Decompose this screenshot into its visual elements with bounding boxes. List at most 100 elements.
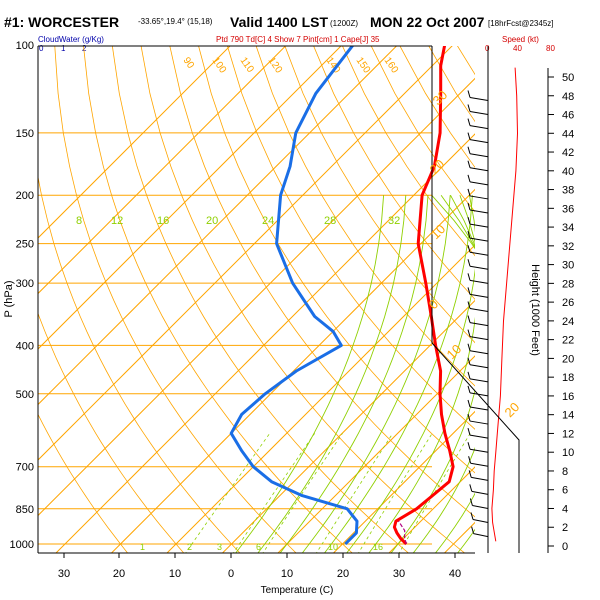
mixing-ratio-3 xyxy=(262,433,343,553)
wind-barb-flag xyxy=(467,231,471,239)
wind-barb xyxy=(469,237,489,242)
wind-barb xyxy=(469,209,489,214)
isotherm-10 xyxy=(332,410,475,553)
wind-barb-flag xyxy=(467,146,471,154)
height-tick-34: 34 xyxy=(562,222,574,234)
wind-barb xyxy=(469,406,489,411)
wind-barb xyxy=(469,378,489,383)
wind-barb-flag xyxy=(467,202,471,211)
isotherm--40 xyxy=(55,133,475,553)
isotherm--50 xyxy=(38,77,475,517)
series-parcel xyxy=(398,520,407,545)
moist-adiabat--4 xyxy=(257,195,407,553)
height-tick-4: 4 xyxy=(562,503,568,515)
wind-barb-flag xyxy=(467,132,471,140)
isotherm--30 xyxy=(110,188,475,553)
wetbulb-label-5: 20 xyxy=(502,399,523,420)
series-dewpoint xyxy=(229,46,359,546)
dry-adiabat--20 xyxy=(38,312,185,553)
xlabel: Temperature (C) xyxy=(261,585,334,596)
isotherm--20 xyxy=(166,244,475,553)
dry-adiabat-label-3: 120 xyxy=(266,55,285,75)
moist-adiabat-20 xyxy=(390,195,475,553)
pressure-tick-150: 150 xyxy=(16,128,34,140)
wind-barb-flag xyxy=(467,329,471,337)
mixing-ratio-1 xyxy=(185,433,271,553)
wind-speed-line xyxy=(491,67,519,542)
speed-tick-80: 80 xyxy=(546,44,555,53)
wind-barb-flag xyxy=(470,512,474,520)
wind-barb xyxy=(469,322,489,327)
height-tick-24: 24 xyxy=(562,316,574,328)
dry-adiabat-10 xyxy=(83,46,353,553)
mixing-ratio-label-3: 6 xyxy=(256,542,261,552)
pressure-tick-200: 200 xyxy=(16,190,34,202)
height-tick-48: 48 xyxy=(562,91,574,103)
height-tick-10: 10 xyxy=(562,447,574,459)
moist-adiabat-label-6: 32 xyxy=(388,215,400,227)
height-axis-label: Height (1000 Feet) xyxy=(529,264,541,356)
pressure-tick-400: 400 xyxy=(16,340,34,352)
pressure-tick-850: 850 xyxy=(16,504,34,516)
moist-adiabat-8 xyxy=(323,195,473,553)
wind-barb-flag xyxy=(467,442,471,450)
wind-barb-flag xyxy=(467,160,471,168)
temp-tick-7: 40 xyxy=(449,568,461,580)
wind-barb xyxy=(469,111,489,116)
wind-barb-flag xyxy=(467,357,471,365)
forecast-hour: [18hrFcst@2345z] xyxy=(488,19,554,28)
wind-barb xyxy=(469,251,489,256)
moist-adiabat-label-4: 24 xyxy=(262,215,274,227)
isotherm--60 xyxy=(38,46,453,461)
height-tick-2: 2 xyxy=(562,522,568,534)
wind-barb-flag xyxy=(467,301,471,309)
wind-barb-flag xyxy=(467,273,471,281)
wind-barb-flag xyxy=(468,470,472,478)
wind-barb-flag xyxy=(471,526,475,534)
wind-barb xyxy=(469,195,489,200)
wind-barb xyxy=(469,223,489,228)
height-tick-32: 32 xyxy=(562,241,574,253)
dry-adiabat-160 xyxy=(514,45,600,555)
stability-params: Ptd 790 Td[C] 4 Show 7 Pint[cm] 1 Cape[J… xyxy=(216,35,380,44)
wind-barb xyxy=(469,420,489,425)
dry-adiabat-40 xyxy=(169,46,475,518)
moist-adiabat-0 xyxy=(279,195,429,553)
wind-barb xyxy=(469,139,489,144)
temp-tick-0: 30 xyxy=(58,568,70,580)
mixing-ratio-label-1: 2 xyxy=(187,542,192,552)
wind-barb xyxy=(469,392,489,397)
isotherm--100 xyxy=(38,46,231,239)
dry-adiabat--30 xyxy=(38,413,129,553)
wind-barb-flag xyxy=(467,216,471,225)
wind-barb-flag xyxy=(467,104,471,112)
pressure-tick-500: 500 xyxy=(16,389,34,401)
height-tick-20: 20 xyxy=(562,353,574,365)
height-tick-8: 8 xyxy=(562,466,568,478)
temp-tick-2: 10 xyxy=(169,568,181,580)
moist-adiabat-28 xyxy=(434,194,475,553)
wind-barb-flag xyxy=(467,188,471,197)
cloudwater-tick-0: 0 xyxy=(39,44,44,53)
dry-adiabat--10 xyxy=(38,175,241,553)
wetbulb-label-2: 10 xyxy=(428,221,449,242)
dry-adiabat-150 xyxy=(486,45,600,555)
station-coords: -33.65°,19.4° (15,18) xyxy=(138,17,213,26)
mixing-ratio-10 xyxy=(357,433,433,553)
moist-adiabat-label-5: 28 xyxy=(324,215,336,227)
height-tick-22: 22 xyxy=(562,335,574,347)
dry-adiabat-0 xyxy=(54,46,297,553)
wind-barb-flag xyxy=(467,399,471,408)
wind-barb xyxy=(469,336,489,341)
wind-barb-flag xyxy=(468,456,472,464)
wind-barb xyxy=(469,96,489,101)
moist-adiabat-label-1: 12 xyxy=(111,215,123,227)
dry-adiabat-60 xyxy=(226,46,475,430)
wind-barb-flag xyxy=(469,484,473,492)
isotherm-20 xyxy=(388,466,475,553)
moist-adiabat-label-2: 16 xyxy=(157,215,169,227)
wind-barb xyxy=(472,519,489,524)
utc-time: (1200Z) xyxy=(330,19,359,28)
wind-barb-flag xyxy=(467,343,471,351)
dry-adiabat-20 xyxy=(111,46,410,553)
